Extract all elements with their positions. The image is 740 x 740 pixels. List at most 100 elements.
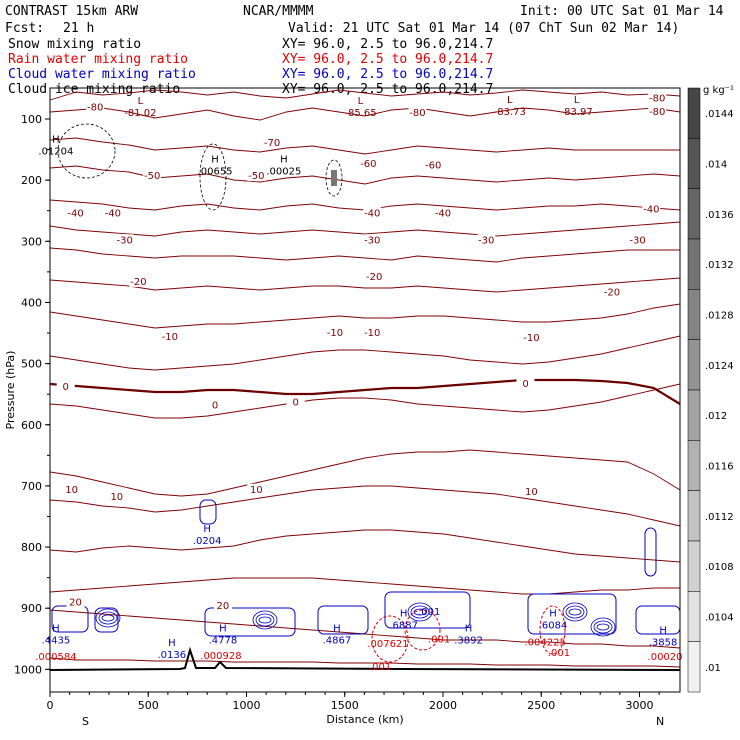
contour-label: 10: [65, 485, 78, 496]
contour-label-bg: [628, 234, 647, 246]
cloud-water-ring: [565, 605, 585, 619]
extremum-value: .0136: [158, 650, 187, 661]
contour-label-bg: [103, 207, 122, 219]
valid-time: Valid: 21 UTC Sat 01 Mar 14 (07 ChT Sun …: [288, 21, 679, 36]
contour-label: -70: [264, 138, 280, 149]
y-tick-label: 100: [21, 113, 42, 126]
contour-label-bg: [602, 286, 621, 298]
init-time: Init: 00 UTC Sat 01 Mar 14: [520, 4, 724, 19]
colorbar-cell: [687, 591, 701, 642]
colorbar-cell: [687, 339, 701, 391]
cloud-water-contour: [199, 499, 217, 525]
colorbar: .0144 .014 .0136 .0132 .0128 .0124 .012 .0116 .0…: [687, 87, 734, 693]
x-tick-label: 3000: [626, 699, 654, 712]
extremum-value: .001: [548, 648, 570, 659]
contour-label-bg: [648, 92, 667, 104]
cloud-water-ring: [407, 602, 433, 622]
extremum-value: .00655: [198, 167, 233, 178]
axes: 0 500 1000 1500 2000 2500 30001002003004005006…: [14, 113, 660, 712]
colorbar-label: .0144: [705, 109, 734, 120]
temperature-contour: [49, 247, 680, 263]
colorbar-label: .0116: [705, 462, 734, 473]
contour-label-bg: [107, 491, 126, 503]
contour-label: -10: [327, 328, 343, 339]
temperature-contour: [49, 221, 681, 237]
temperature-contour: [49, 303, 681, 329]
temperature-contour: [49, 137, 680, 155]
contour-label-bg: [206, 399, 225, 411]
contour-label-bg: [365, 270, 384, 282]
contour-label: -50: [144, 171, 160, 182]
temperature-contour: [49, 485, 681, 527]
contour-label: -30: [629, 235, 645, 246]
x-axis-label: Distance (km): [326, 713, 403, 726]
temperature-contour: [49, 449, 681, 497]
contour-label-bg: [213, 599, 232, 611]
extremum-marker: H: [203, 524, 211, 535]
contour-label: -50: [248, 171, 264, 182]
extremum-value: -85.65: [344, 108, 376, 119]
contour-label-bg: [247, 170, 266, 182]
contour-label: 0: [292, 397, 298, 408]
contour-label: -10: [523, 333, 539, 344]
temperature-contour: [49, 277, 681, 293]
org-title: NCAR/MMMM: [243, 4, 314, 19]
contour-label-bg: [160, 330, 179, 342]
y-tick-label: 700: [21, 480, 42, 493]
cloud-water-ring: [258, 616, 272, 624]
x-tick-label: 2000: [429, 699, 457, 712]
contour-label: -40: [364, 208, 380, 219]
extremum-value: .007621: [367, 639, 408, 650]
contour-label-bg: [325, 327, 344, 339]
cloud-water-ring: [410, 605, 430, 619]
contour-label: -80: [87, 103, 103, 114]
contour-label-bg: [66, 596, 85, 608]
extremum-marker: H: [333, 624, 341, 635]
colorbar-cell: [687, 188, 701, 240]
extremum-marker: H: [465, 624, 473, 635]
extremum-value: .001: [418, 607, 440, 618]
cloud-water-ring: [95, 608, 121, 628]
x-tick-label: 500: [138, 699, 159, 712]
cloud-water-ring: [413, 608, 427, 616]
colorbar-cell: [687, 490, 701, 542]
contour-label: -30: [478, 235, 494, 246]
temperature-contour: [49, 577, 680, 595]
cloud-water-ring: [596, 623, 610, 631]
contour-label-bg: [359, 157, 378, 169]
contour-label: 10: [525, 487, 538, 498]
contour-label: -40: [67, 208, 83, 219]
extremum-value: .001: [369, 662, 391, 673]
contour-label-bg: [516, 378, 535, 390]
extremum-value: .6084: [539, 620, 568, 631]
extremum-value: -83.73: [494, 107, 526, 118]
extremum-marker: H: [400, 608, 408, 619]
contour-label-bg: [247, 483, 266, 495]
extremum-value: .000584: [35, 652, 76, 663]
snow-ice-contour: [199, 143, 227, 211]
contour-label-bg: [62, 483, 81, 495]
x-tick-label: 1500: [331, 699, 359, 712]
extremum-marker: H: [659, 626, 667, 637]
extremum-marker: L: [574, 95, 580, 106]
y-tick-label: 800: [21, 541, 42, 554]
y-tick-label: 500: [21, 358, 42, 371]
contour-label-bg: [363, 207, 382, 219]
extremum-value: .00025: [266, 167, 301, 178]
contour-label: -10: [364, 328, 380, 339]
plot-area: -80 -80 -80 -80 -70 -60 -60 -50 -50 -40 -40 -40 -40 -…: [35, 89, 683, 673]
legend-name: Cloud water mixing ratio: [8, 67, 196, 82]
rain-water-contour: [371, 615, 409, 663]
colorbar-label: .0128: [705, 311, 734, 322]
contour-label-bg: [263, 137, 282, 149]
legend-xy: XY= 96.0, 2.5 to 96.0,214.7: [282, 37, 493, 52]
extremum-value: .001: [428, 634, 450, 645]
y-tick-label: 200: [21, 174, 42, 187]
contour-label: 0: [63, 382, 69, 393]
extremum-value: .6887: [389, 620, 418, 631]
contour-label: -40: [643, 205, 659, 216]
colorbar-unit: g kg⁻¹: [703, 85, 734, 96]
colorbar-label: .0136: [705, 210, 734, 221]
extremum-value: .4435: [42, 636, 71, 647]
